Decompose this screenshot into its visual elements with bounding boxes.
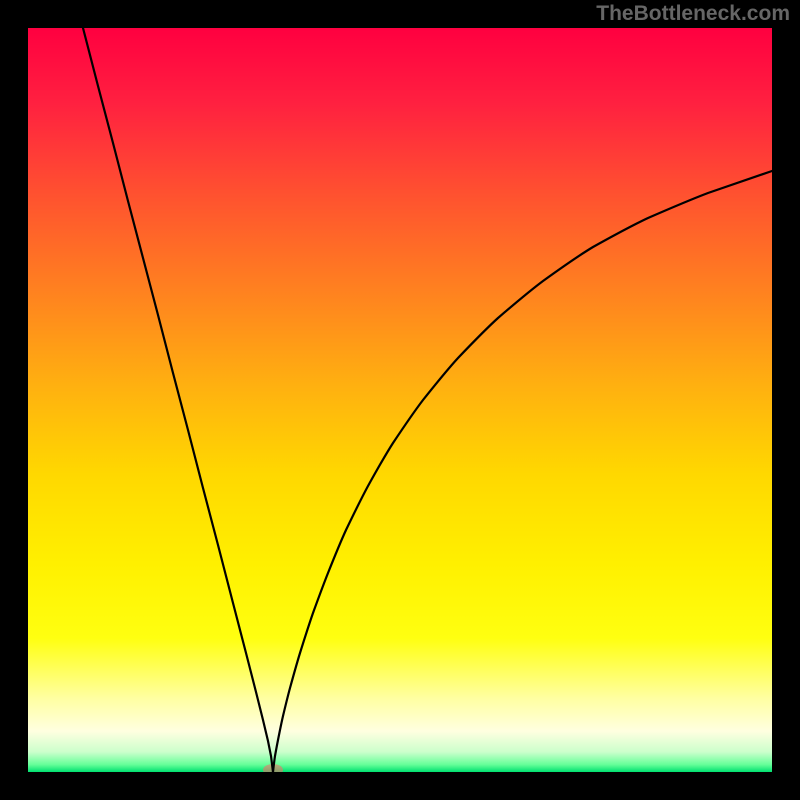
chart-background: [28, 28, 772, 772]
plot-area: [28, 28, 772, 772]
watermark-text: TheBottleneck.com: [596, 2, 790, 26]
chart-svg: [28, 28, 772, 772]
chart-container: TheBottleneck.com: [0, 0, 800, 800]
